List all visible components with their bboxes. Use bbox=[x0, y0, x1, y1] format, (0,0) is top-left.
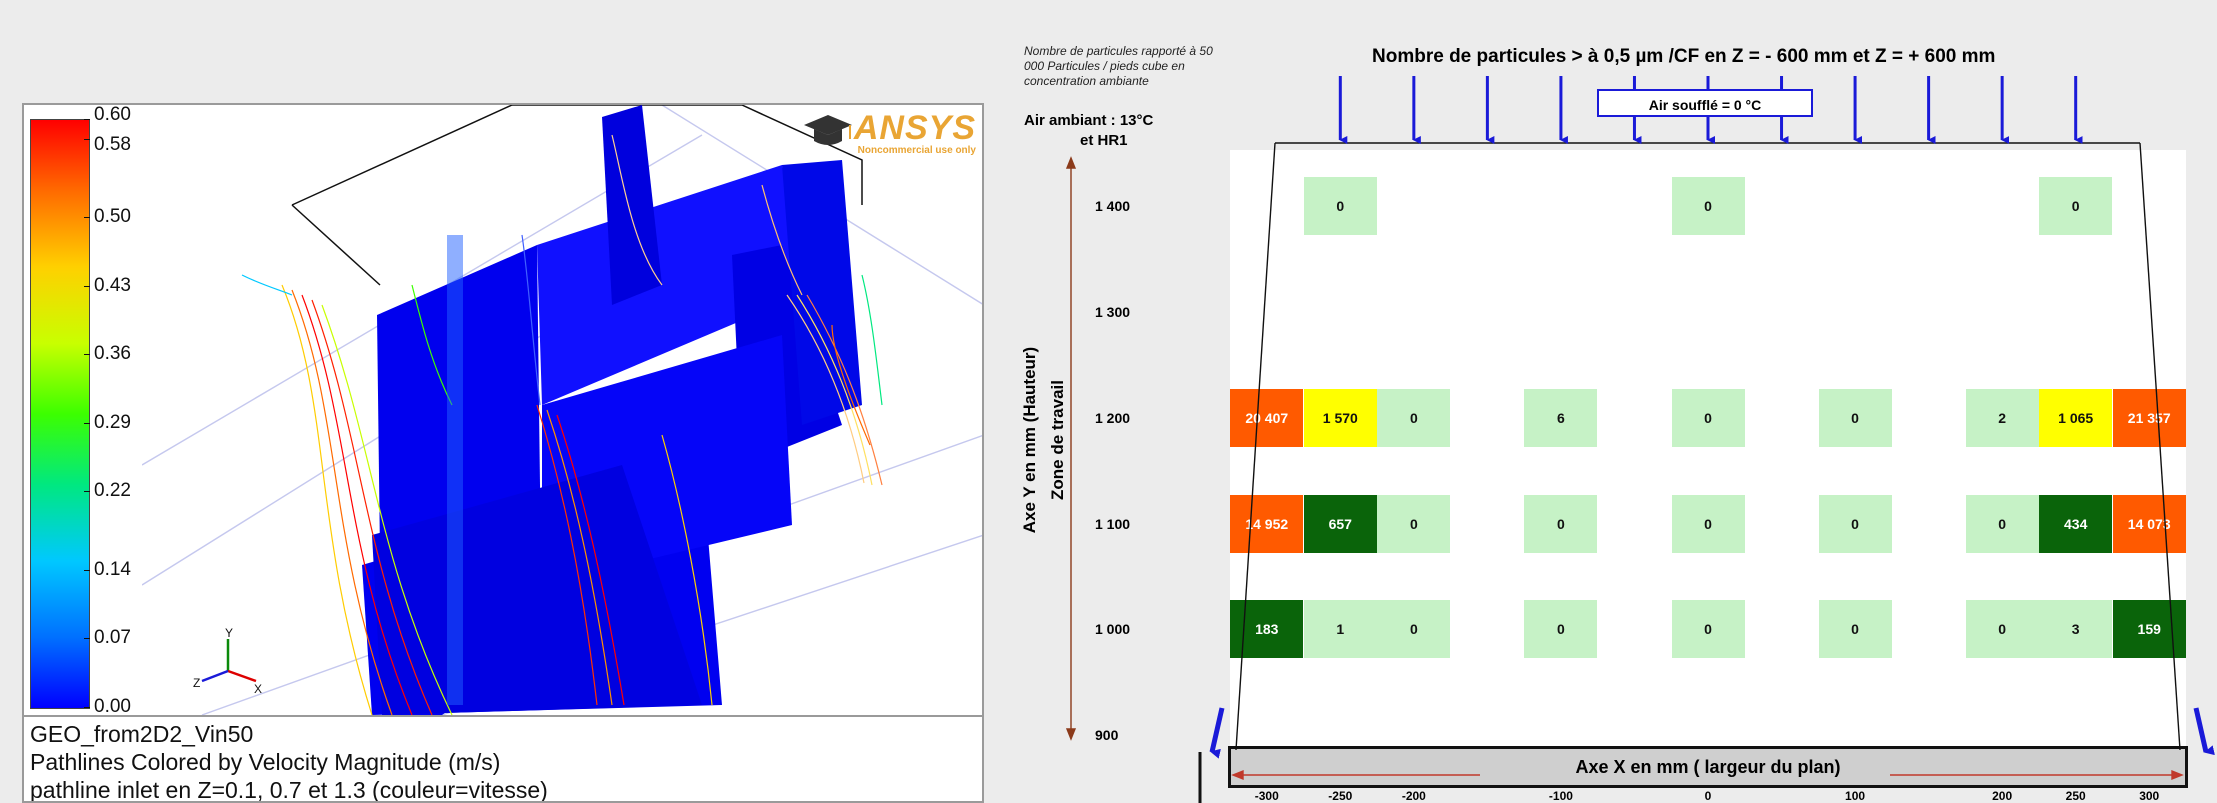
heatmap-cell: 14 073 bbox=[2112, 494, 2186, 553]
heatmap-cell: 1 065 bbox=[2039, 388, 2113, 447]
colorbar-tick-label: 0.58 bbox=[94, 133, 131, 155]
caption-case-name: GEO_from2D2_Vin50 bbox=[30, 721, 254, 747]
y-axis-arrow bbox=[1065, 156, 1077, 741]
inlet-arrows bbox=[1338, 76, 2083, 144]
x-axis-label: Axe X en mm ( largeur du plan) bbox=[1575, 757, 1841, 777]
ambient-air-label: Air ambiant : 13°C bbox=[1024, 112, 1154, 129]
graduation-cap-icon bbox=[804, 115, 852, 145]
ansys-logo-text: ANSYS bbox=[853, 109, 976, 147]
x-tick-label: 250 bbox=[2065, 789, 2086, 803]
supply-air-label: Air soufflé = 0 °C bbox=[1597, 89, 1813, 117]
heatmap-cell: 0 bbox=[1524, 600, 1598, 659]
heatmap-cell: 6 bbox=[1524, 388, 1598, 447]
heatmap-cell: 657 bbox=[1303, 494, 1377, 553]
ambient-humidity-label: et HR1 bbox=[1080, 132, 1128, 149]
diagram-overlay bbox=[1065, 76, 2215, 803]
x-tick-label: 0 bbox=[1704, 789, 1712, 803]
colorbar-tick-label: 0.50 bbox=[94, 206, 131, 227]
colorbar-tick-mark bbox=[84, 138, 90, 140]
heatmap-cell: 0 bbox=[1671, 177, 1745, 236]
caption-description: Pathlines Colored by Velocity Magnitude … bbox=[30, 749, 501, 775]
heatmap-cell: 0 bbox=[1377, 494, 1451, 553]
heatmap-cell: 0 bbox=[1671, 388, 1745, 447]
y-tick-label: 1 100 bbox=[1095, 515, 1131, 532]
concentration-note: Nombre de particules rapporté à 50 000 P… bbox=[1024, 44, 1213, 88]
colorbar-tick-mark bbox=[84, 285, 90, 287]
colorbar-tick-label: 0.29 bbox=[94, 411, 131, 433]
colorbar-tick-mark bbox=[84, 491, 90, 493]
y-tick-label: 1 200 bbox=[1095, 409, 1131, 426]
heatmap-cell: 0 bbox=[1303, 177, 1377, 236]
box-outline bbox=[291, 105, 863, 286]
y-tick-label: 1 400 bbox=[1095, 198, 1131, 215]
caption-box: GEO_from2D2_Vin50 Pathlines Colored by V… bbox=[24, 715, 982, 803]
heatmap-cell: 0 bbox=[1965, 494, 2039, 553]
diagram-title: Nombre de particules > à 0,5 µm /CF en Z… bbox=[1372, 46, 1996, 67]
x-tick-label: -300 bbox=[1254, 789, 1279, 803]
heatmap-cell: 0 bbox=[1818, 600, 1892, 659]
colorbar-tick-mark bbox=[84, 119, 90, 120]
flow-envelope bbox=[1235, 142, 2181, 751]
heatmap-cell: 0 bbox=[2039, 177, 2113, 236]
ansys-logo: ANSYS Noncommercial use only bbox=[800, 107, 980, 161]
y-tick-label: 900 bbox=[1095, 727, 1119, 743]
triad-z-label: Z bbox=[193, 676, 200, 690]
colorbar-tick-label: 0.07 bbox=[94, 627, 131, 649]
heatmap-cell: 0 bbox=[1965, 600, 2039, 659]
heatmap-cell: 434 bbox=[2039, 494, 2113, 553]
heatmap-cell: 3 bbox=[2039, 600, 2113, 659]
x-tick-label: 200 bbox=[1992, 789, 2013, 803]
heatmap-cell: 1 570 bbox=[1303, 388, 1377, 447]
heatmap-cell: 0 bbox=[1671, 494, 1745, 553]
axis-triad: Y X Z bbox=[193, 626, 262, 696]
pathlines-3d-scene bbox=[142, 105, 982, 715]
ansys-render-panel: 0.60 0.58 0.50 0.43 0.36 0.29 0.22 0.14 0.07 0.00 bbox=[22, 103, 984, 803]
heatmap-cell: 0 bbox=[1524, 494, 1598, 553]
colorbar-tick-label: 0.43 bbox=[94, 274, 131, 296]
heatmap-cell: 0 bbox=[1818, 494, 1892, 553]
x-tick-label: -250 bbox=[1328, 789, 1353, 803]
particle-diagram: Nombre de particules rapporté à 50 000 P… bbox=[1000, 0, 2217, 803]
colorbar-tick-label: 0.22 bbox=[94, 480, 131, 502]
ansys-logo-subtext: Noncommercial use only bbox=[857, 145, 976, 156]
y-tick-label: 1 000 bbox=[1095, 621, 1131, 638]
colorbar-tick-mark bbox=[84, 217, 90, 218]
colorbar-tick-mark bbox=[84, 422, 90, 424]
y-tick-label: 1 300 bbox=[1095, 304, 1131, 321]
heatmap-cell: 0 bbox=[1377, 388, 1451, 447]
colorbar-tick-label: 0.36 bbox=[94, 343, 131, 365]
heatmap-cell: 20 407 bbox=[1230, 388, 1304, 447]
velocity-colorbar bbox=[30, 119, 90, 709]
heatmap-cell: 14 952 bbox=[1230, 494, 1304, 553]
x-tick-label: -100 bbox=[1548, 789, 1573, 803]
x-axis-arrow bbox=[1231, 769, 2184, 781]
heatmap-cell: 2 bbox=[1965, 388, 2039, 447]
x-axis-bar: Axe X en mm ( largeur du plan) bbox=[1228, 746, 2188, 788]
left-outlet-arrow bbox=[1209, 707, 1225, 759]
triad-y-label: Y bbox=[225, 626, 233, 640]
heatmap-cell: 0 bbox=[1377, 600, 1451, 659]
geometry-body bbox=[362, 105, 862, 715]
colorbar-tick-mark bbox=[84, 638, 90, 640]
pathline-curtains bbox=[241, 134, 883, 715]
colorbar-tick-label: 0.14 bbox=[94, 558, 131, 580]
heatmap-cell: 0 bbox=[1671, 600, 1745, 659]
colorbar-tick-mark bbox=[84, 354, 90, 356]
x-tick-label: 100 bbox=[1845, 789, 1866, 803]
x-tick-label: 300 bbox=[2139, 789, 2160, 803]
caption-details: pathline inlet en Z=0.1, 0.7 et 1.3 (cou… bbox=[30, 777, 548, 803]
colorbar-tick-label: 0.00 bbox=[94, 696, 131, 717]
x-tick-label: -200 bbox=[1401, 789, 1426, 803]
colorbar-tick-mark bbox=[84, 707, 90, 708]
colorbar-tick-label: 0.60 bbox=[94, 104, 131, 125]
triad-x-label: X bbox=[254, 682, 262, 696]
colorbar-tick-mark bbox=[84, 569, 90, 571]
heatmap-cell: 21 357 bbox=[2112, 388, 2186, 447]
right-outlet-arrow bbox=[2193, 707, 2215, 756]
heatmap-cell: 0 bbox=[1818, 388, 1892, 447]
heatmap-cell: 1 bbox=[1303, 600, 1377, 659]
